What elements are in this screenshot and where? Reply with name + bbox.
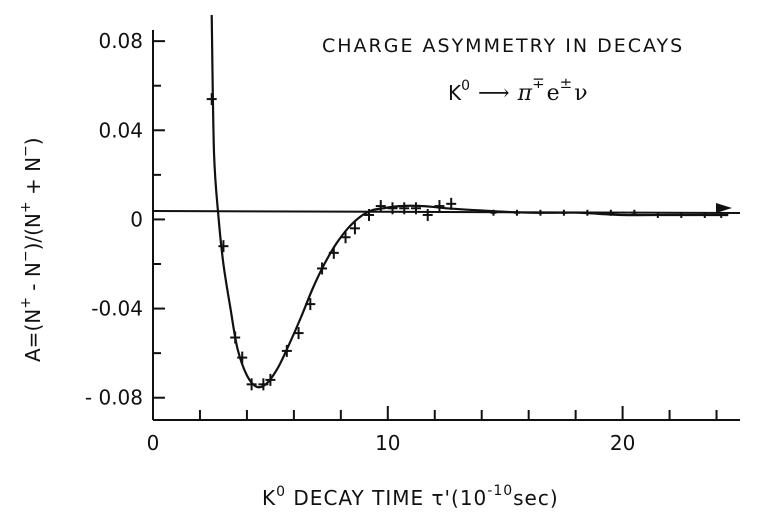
- x-tick-label: 20: [610, 431, 635, 455]
- data-point: [317, 262, 328, 275]
- xlabel-k: K: [262, 486, 276, 510]
- y-tick-label: - 0.08: [85, 386, 143, 410]
- zero-reference-line: [152, 210, 741, 214]
- subtitle-k: K: [448, 81, 462, 105]
- xlabel-text: DECAY TIME τ'(10: [286, 486, 487, 510]
- data-point: [265, 373, 276, 386]
- subtitle-nu: ν: [574, 81, 587, 106]
- data-point: [328, 246, 339, 259]
- curve-arrowhead: [716, 203, 732, 213]
- subtitle-pi: π: [517, 81, 533, 106]
- data-point: [230, 331, 241, 344]
- data-point: [410, 202, 421, 215]
- data-point: [446, 197, 457, 210]
- data-point: [701, 211, 708, 218]
- data-point: [218, 240, 229, 253]
- data-point: [375, 200, 386, 213]
- subtitle-e: e: [547, 81, 560, 106]
- subtitle-arrow: ⟶: [478, 81, 510, 106]
- data-point: [434, 200, 445, 213]
- x-axis-title: K0 DECAY TIME τ'(10-10sec): [262, 483, 559, 510]
- data-point: [340, 231, 351, 244]
- y-tick-label: -0.04: [91, 297, 143, 321]
- x-ticks: [152, 406, 718, 420]
- y-tick-label: 0.08: [98, 29, 143, 53]
- data-point: [399, 202, 410, 215]
- data-point: [560, 209, 567, 216]
- y-tick-labels: 0.08 0.04 0 -0.04 - 0.08: [85, 29, 143, 410]
- xlabel-k-sup: 0: [276, 484, 286, 500]
- data-point: [678, 211, 685, 218]
- fit-curve: [210, 14, 729, 389]
- data-point: [206, 93, 217, 106]
- data-point: [513, 209, 520, 216]
- y-ticks: [153, 40, 165, 399]
- x-tick-label: 0: [147, 431, 160, 455]
- data-point: [607, 209, 614, 216]
- data-point: [305, 298, 316, 311]
- data-point: [258, 378, 269, 391]
- data-point: [490, 209, 497, 216]
- ylabel-part: ): [21, 137, 45, 145]
- data-point: [364, 208, 375, 221]
- y-tick-label: 0: [130, 207, 143, 231]
- y-axis-title: A=(N+ - N−)/(N+ + N−): [18, 137, 45, 362]
- data-point: [293, 327, 304, 340]
- data-point: [246, 378, 257, 391]
- chart-title: CHARGE ASYMMETRY IN DECAYS: [322, 35, 684, 57]
- ylabel-sup: +: [18, 297, 34, 309]
- svg-text:K0⟶π∓e±ν: K0 ⟶ π∓e±ν: [448, 74, 588, 106]
- ylabel-sup: −: [18, 145, 34, 157]
- ylabel-part: )/(N: [21, 213, 45, 250]
- ylabel-sup: −: [18, 250, 34, 262]
- subtitle-e-sup: ±: [560, 74, 573, 92]
- subtitle-k-sup: 0: [461, 78, 470, 94]
- data-points: [206, 93, 725, 391]
- ylabel-part: A=(N: [21, 309, 45, 362]
- x-tick-labels: 0 10 20: [147, 431, 636, 455]
- data-point: [387, 202, 398, 215]
- chart-subtitle: K0 ⟶ π∓e±ν: [448, 74, 588, 106]
- ylabel-part: + N: [21, 157, 45, 201]
- xlabel-exp: -10: [487, 483, 513, 499]
- data-point: [631, 209, 638, 216]
- data-point: [281, 344, 292, 357]
- data-point: [584, 209, 591, 216]
- y-tick-label: 0.04: [98, 118, 143, 142]
- subtitle-pi-sup: ∓: [532, 74, 545, 92]
- data-point: [349, 222, 360, 235]
- x-tick-label: 10: [375, 431, 400, 455]
- ylabel-part: - N: [21, 262, 45, 297]
- data-point: [654, 211, 661, 218]
- xlabel-unit: sec): [513, 486, 559, 510]
- data-point: [422, 208, 433, 221]
- data-point: [718, 211, 725, 218]
- data-point: [237, 351, 248, 364]
- ylabel-sup: +: [18, 201, 34, 213]
- data-point: [537, 209, 544, 216]
